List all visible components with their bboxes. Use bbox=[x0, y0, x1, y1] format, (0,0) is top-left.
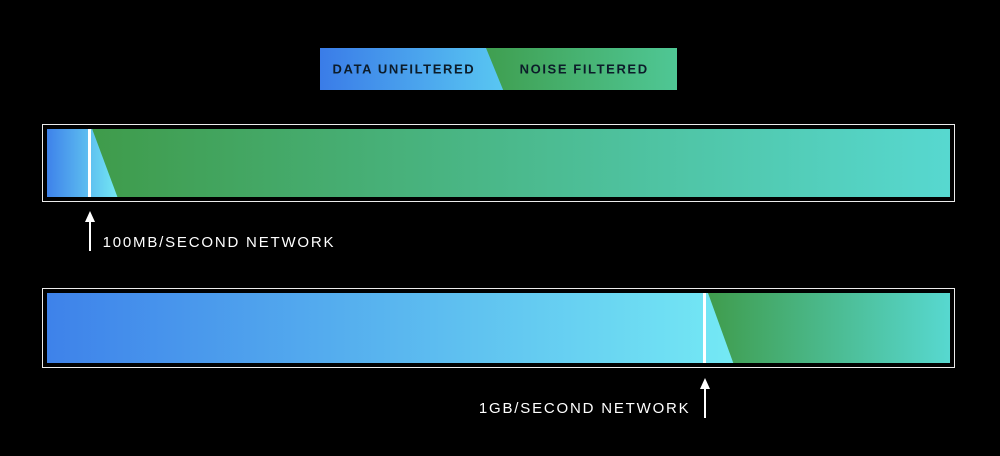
bar-label-1gb: 1GB/SECOND NETWORK bbox=[478, 400, 691, 417]
segment-noise-filtered bbox=[707, 293, 950, 363]
annotation-1gb: 1GB/SECOND NETWORK bbox=[47, 369, 950, 431]
bar-label-100mb: 100MB/SECOND NETWORK bbox=[102, 234, 336, 251]
arrow-shaft bbox=[88, 222, 91, 251]
legend-label-data-unfiltered: DATA UNFILTERED bbox=[332, 61, 476, 77]
legend-swatch-noise-filtered bbox=[486, 48, 677, 90]
bar-100mb-network bbox=[42, 124, 955, 202]
threshold-line bbox=[87, 129, 91, 197]
bar-100mb-fill bbox=[47, 129, 950, 197]
arrow-shaft bbox=[704, 389, 707, 418]
bar-1gb-fill bbox=[47, 293, 950, 363]
legend-label-noise-filtered: NOISE FILTERED bbox=[519, 61, 649, 77]
arrow-head bbox=[700, 378, 711, 389]
segment-noise-filtered bbox=[92, 129, 950, 197]
up-arrow-icon bbox=[698, 378, 712, 418]
segment-data-unfiltered bbox=[47, 293, 735, 363]
legend-swatch-data-unfiltered bbox=[320, 48, 504, 90]
legend: DATA UNFILTERED NOISE FILTERED bbox=[320, 48, 677, 90]
annotation-100mb: 100MB/SECOND NETWORK bbox=[47, 202, 950, 264]
up-arrow-icon bbox=[83, 211, 97, 251]
threshold-line bbox=[703, 293, 707, 363]
bar-1gb-network bbox=[42, 288, 955, 368]
arrow-head bbox=[84, 211, 95, 222]
